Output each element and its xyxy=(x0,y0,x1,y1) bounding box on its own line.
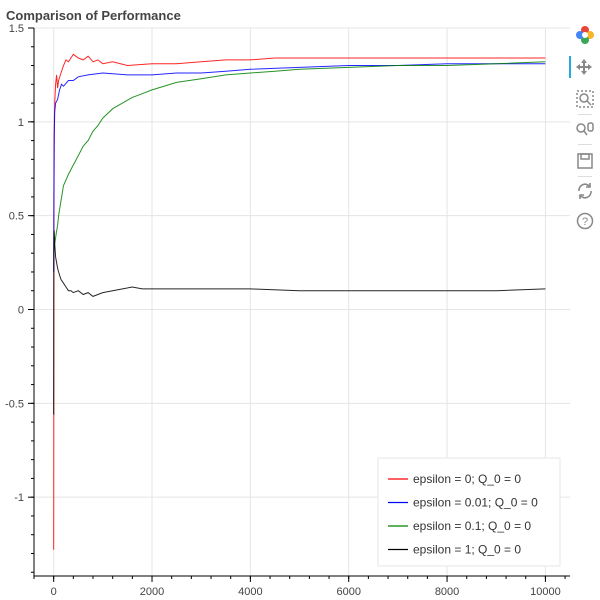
x-tick-label: 6000 xyxy=(336,586,360,598)
x-tick-label: 8000 xyxy=(435,586,459,598)
y-tick-label: -0.5 xyxy=(5,398,24,410)
x-tick-label: 4000 xyxy=(238,586,262,598)
svg-text:?: ? xyxy=(582,216,588,228)
x-tick-label: 10000 xyxy=(530,586,561,598)
y-tick-label: -1 xyxy=(14,492,24,504)
legend-box xyxy=(377,457,561,567)
wheel-zoom-icon[interactable] xyxy=(572,118,598,140)
help-icon[interactable]: ? xyxy=(572,210,598,232)
y-tick-label: 1.5 xyxy=(9,23,24,35)
legend: epsilon = 0; Q_0 = 0 epsilon = 0.01; Q_0 … xyxy=(377,457,561,567)
y-tick-label: 0 xyxy=(18,305,24,317)
y-tick-label: 1 xyxy=(18,117,24,129)
x-tick-label: 2000 xyxy=(140,586,164,598)
axes: 0 2000 4000 6000 8000 10000 -1 -0.5 0 0.5 1 1.5 xyxy=(5,23,570,598)
bokeh-logo-icon xyxy=(572,24,598,46)
legend-label: epsilon = 0.01; Q_0 = 0 xyxy=(413,496,538,510)
legend-label: epsilon = 0; Q_0 = 0 xyxy=(413,472,521,486)
reset-icon[interactable] xyxy=(572,180,598,202)
pan-icon[interactable] xyxy=(569,56,597,78)
box-zoom-icon[interactable] xyxy=(572,88,598,110)
series-lines xyxy=(53,53,546,550)
series-line-3 xyxy=(53,61,546,254)
series-line-2 xyxy=(53,63,546,273)
x-tick-label: 0 xyxy=(51,586,57,598)
save-icon[interactable] xyxy=(572,150,598,172)
chart-title: Comparison of Performance xyxy=(6,8,181,23)
y-tick-label: 0.5 xyxy=(9,211,24,223)
series-line-1 xyxy=(53,53,546,550)
series-line-4 xyxy=(53,230,546,415)
toolbar: ? xyxy=(568,22,600,262)
legend-label: epsilon = 1; Q_0 = 0 xyxy=(413,543,521,557)
legend-label: epsilon = 0.1; Q_0 = 0 xyxy=(413,519,531,533)
